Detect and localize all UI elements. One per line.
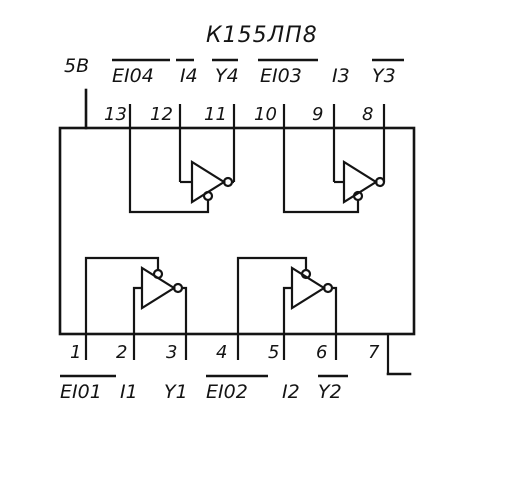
pin-8-label: Y3 [372,65,396,87]
buffer-1-input-wire [132,286,142,334]
pin-10-label: EI03 [260,65,302,87]
pin-9-number: 9 [312,104,323,125]
buffer-2-enable-wire [236,256,308,334]
buffer-2-output-wire [332,286,338,334]
buffer-4-triangle [190,160,227,204]
pin-8-number: 8 [362,104,373,125]
pin-9-label: I3 [332,65,350,87]
pin-4-label: EI02 [206,381,248,403]
pin-1-number: 1 [70,342,81,363]
top-pin-numbers: 13 12 11 10 9 8 [104,104,373,125]
pin-3-number: 3 [166,342,177,363]
chip-title: К155ЛП8 [206,23,318,48]
pin-13-label: EI04 [112,65,154,87]
pin-6-number: 6 [316,342,327,363]
bottom-pin-numbers: 1 2 3 4 5 6 7 [70,342,380,363]
pin-10-number: 10 [254,104,277,125]
supply-label: 5В [64,55,89,77]
pin-1-label: EI01 [60,381,102,403]
pin-2-label: I1 [120,381,138,403]
bottom-pin-labels: EI01 I1 Y1 EI02 I2 Y2 [60,374,348,403]
pin-4-number: 4 [216,342,227,363]
buffer-1-triangle [140,266,177,310]
pin-2-number: 2 [116,342,127,363]
pin-12-label: I4 [180,65,198,87]
buffer-1-output-wire [182,286,188,334]
buffer-3-triangle [342,160,379,204]
buffer-3 [282,128,386,214]
buffer-2-triangle [290,266,327,310]
pin-5-number: 5 [268,342,279,363]
buffer-4-enable-wire [128,128,210,214]
bottom-pin-stubs [84,334,412,376]
pin-11-label: Y4 [215,65,239,87]
buffer-1 [84,256,188,334]
pin-5-label: I2 [282,381,300,403]
pin-12-number: 12 [150,104,173,125]
top-pin-stubs [128,104,386,128]
buffer-1-enable-wire [84,256,160,334]
pin-6-label: Y2 [318,381,342,403]
pin-3-label: Y1 [164,381,188,403]
top-pin-labels: EI04 I4 Y4 EI03 I3 Y3 [112,58,404,87]
buffer-4 [128,128,236,214]
buffer-3-enable-wire [282,128,360,214]
pin-11-number: 11 [204,104,227,125]
pin-13-number: 13 [104,104,127,125]
buffer-2 [236,256,338,334]
pin-7-number: 7 [368,342,380,363]
buffer-2-input-wire [282,286,292,334]
